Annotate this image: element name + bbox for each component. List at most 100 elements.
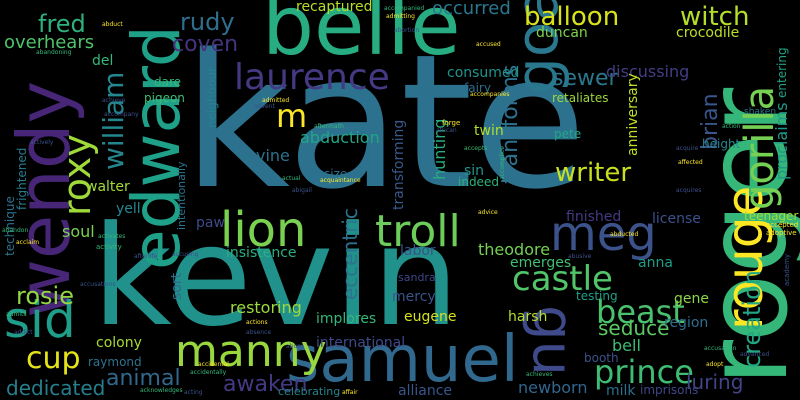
word-discussing: discussing: [606, 62, 690, 81]
word-writer: writer: [555, 158, 632, 188]
word-insistence: insistence: [226, 245, 297, 261]
word-prince: prince: [594, 353, 694, 391]
word-frightened: frightened: [15, 147, 29, 210]
word-international: international: [316, 335, 406, 351]
word-actions: actions: [246, 319, 268, 326]
word-abigail: abigail: [292, 187, 312, 194]
word-eugene: eugene: [404, 309, 457, 325]
word-entering: entering: [775, 47, 789, 98]
word-gene: gene: [674, 291, 709, 307]
word-bell: bell: [612, 336, 641, 355]
word-advice: advice: [478, 209, 498, 216]
word-size: size: [324, 167, 348, 181]
word-dedicated: dedicated: [6, 376, 106, 400]
word-finished: finished: [566, 209, 622, 225]
word-abusive: abusive: [568, 253, 592, 260]
word-achieve: achieve: [102, 97, 126, 104]
word-anna: anna: [638, 255, 673, 271]
word-testing: testing: [576, 289, 618, 303]
word-abducted: abducted: [610, 231, 639, 238]
word-region: region: [664, 315, 709, 331]
word-accusing: accusing: [172, 251, 199, 258]
word-sid: sid: [4, 291, 76, 349]
word-proclaims: proclaims: [772, 102, 791, 180]
word-crocodile: crocodile: [676, 25, 740, 41]
word-soul: soul: [62, 222, 95, 241]
word-celebrating: celebrating: [278, 385, 341, 398]
word-neighbour: neighbour: [205, 66, 219, 128]
word-witch: witch: [680, 2, 750, 32]
word-walter: walter: [86, 179, 130, 195]
word-yell: yell: [116, 201, 141, 217]
word-dare: dare: [154, 75, 182, 89]
word-adopt: adopt: [706, 361, 724, 368]
word-admitted: admitted: [262, 97, 290, 104]
word-achieves: achieves: [526, 371, 553, 378]
word-harsh: harsh: [508, 309, 548, 325]
word-fred: fred: [38, 10, 86, 38]
word-accidentally: accidentally: [190, 369, 227, 376]
word-adoptive: adoptive: [766, 229, 797, 237]
word-sandra: sandra: [398, 271, 436, 284]
word-forge: forge: [442, 119, 461, 127]
word-absence: absence: [246, 329, 272, 336]
word-acting: acting: [184, 389, 203, 396]
word-academy: academy: [783, 253, 791, 286]
word-rudy: rudy: [180, 8, 235, 36]
word-balloon: balloon: [524, 2, 620, 32]
word-accepted: accepted: [766, 221, 799, 229]
word-laurence: laurence: [234, 57, 390, 98]
word-teenager: teenager: [744, 209, 799, 223]
word-kevin: kevin: [92, 196, 460, 357]
word-height: height: [702, 137, 741, 151]
word-samuel: samuel: [286, 323, 519, 397]
word-actual: actual: [282, 175, 301, 182]
word-afterlife: afterlife: [134, 253, 158, 260]
word-acquire: acquire: [676, 145, 699, 152]
word-luring: luring: [686, 370, 744, 394]
word-lion: lion: [220, 202, 307, 258]
word-recaptured: recaptured: [296, 0, 373, 15]
word-intentionally: intentionally: [175, 161, 188, 230]
word-eccentric: eccentric: [338, 208, 362, 300]
word-acquires: acquires: [676, 187, 702, 194]
word-addict: addict: [14, 329, 33, 336]
word-transforming: transforming: [391, 119, 407, 210]
word-implores: implores: [316, 311, 377, 327]
word-newborn: newborn: [518, 378, 588, 397]
word-manny: manny: [175, 326, 327, 377]
word-colony: colony: [96, 335, 142, 351]
word-imprisons: imprisons: [640, 383, 699, 397]
word-accused: accused: [476, 41, 501, 48]
word-belle: belle: [262, 0, 461, 74]
word-coven: coven: [172, 32, 239, 57]
word-accompany: accompany: [104, 111, 139, 118]
word-consumed: consumed: [447, 65, 520, 81]
word-abortion: abortion: [394, 27, 420, 34]
word-admitting: admitting: [386, 13, 415, 20]
word-affair: affair: [342, 389, 358, 396]
word-acquaintance: acquaintance: [320, 177, 361, 184]
word-action: action: [722, 123, 741, 130]
word-overhears: overhears: [4, 32, 95, 53]
word-occurred: occurred: [432, 0, 511, 19]
word-accusations: accusations: [80, 281, 116, 288]
word-twin: twin: [474, 123, 504, 139]
word-del: del: [92, 53, 114, 69]
word-activity: activity: [96, 243, 122, 251]
word-pigeon: pigeon: [144, 91, 185, 105]
word-accomplice: accomplice: [499, 146, 506, 180]
word-abduct: abduct: [102, 21, 123, 28]
word-seduce: seduce: [598, 316, 670, 340]
word-animal: animal: [106, 366, 181, 391]
word-cup: cup: [26, 341, 81, 376]
word-accidental: accidental: [198, 361, 229, 368]
word-beast: beast: [596, 293, 685, 331]
word-william: william: [97, 71, 130, 170]
word-rosie: rosie: [16, 282, 74, 310]
word-vine: vine: [256, 146, 290, 165]
word-alliance: alliance: [398, 383, 453, 399]
word-emerges: emerges: [510, 255, 572, 271]
word-acclaim: acclaim: [16, 239, 40, 246]
